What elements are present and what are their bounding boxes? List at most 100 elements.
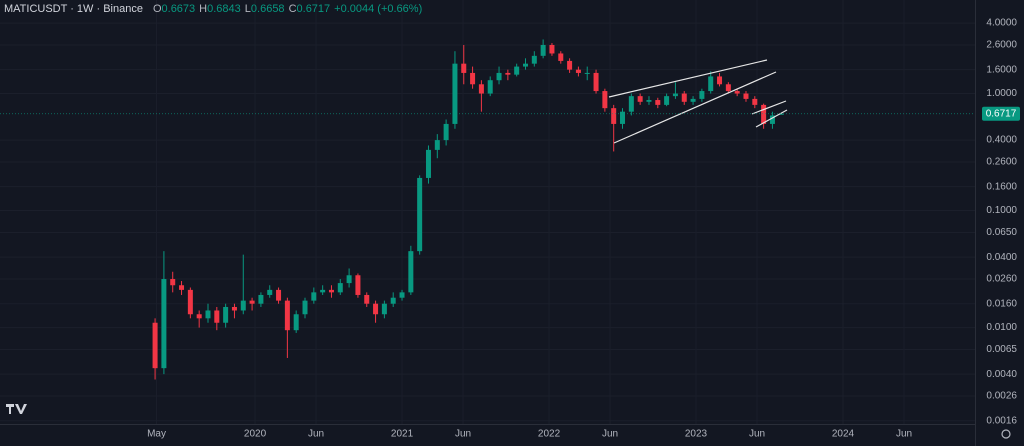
y-tick-label: 0.0040 [986, 369, 1017, 380]
candle-body [355, 275, 361, 295]
candle-body [346, 275, 352, 284]
x-tick-label: Jun [602, 429, 618, 440]
y-tick-label: 0.0400 [986, 252, 1017, 263]
candle-body [161, 279, 167, 369]
candle-body [408, 251, 414, 293]
candle-body [337, 283, 343, 293]
candle-body [187, 289, 193, 315]
candle-body [179, 285, 185, 290]
candle-body [381, 303, 387, 315]
candle-body [725, 84, 731, 92]
candle-body [496, 72, 502, 81]
y-tick-label: 2.6000 [986, 40, 1017, 51]
candle-body [267, 289, 273, 295]
candle-body [487, 80, 493, 94]
candle-body [681, 93, 687, 102]
y-tick-label: 0.2600 [986, 157, 1017, 168]
candle-body [417, 177, 423, 252]
legend-label: H [199, 3, 207, 15]
trend-line[interactable] [751, 100, 787, 115]
y-tick-label: 0.0100 [986, 322, 1017, 333]
tradingview-logo [6, 404, 27, 414]
legend-label: L [245, 3, 251, 15]
candle-body [717, 76, 723, 85]
legend-value: 0.6673 [162, 3, 196, 15]
y-tick-label: 0.0160 [986, 298, 1017, 309]
candle-body [664, 96, 670, 105]
candle-body [584, 72, 590, 74]
x-tick-label: Jun [455, 429, 471, 440]
candle-body [443, 123, 449, 141]
candle-body [434, 140, 440, 150]
candle-body [531, 55, 537, 64]
candle-body [514, 66, 520, 75]
candle-body [311, 292, 317, 301]
candle-body [152, 322, 158, 369]
candle-body [620, 111, 626, 124]
candles [152, 39, 784, 380]
candle-body [258, 294, 264, 304]
settings-button[interactable] [1001, 429, 1011, 439]
trend-line[interactable] [608, 59, 768, 98]
candle-body [752, 98, 758, 105]
y-tick-label: 0.4000 [986, 135, 1017, 146]
candle-body [567, 60, 573, 70]
y-tick-label: 1.0000 [986, 88, 1017, 99]
candle-body [540, 44, 546, 56]
candle-body [708, 76, 714, 92]
legend-value: 0.6658 [251, 3, 285, 15]
candle-body [223, 306, 229, 323]
x-tick-label: 2023 [685, 429, 708, 440]
candle-body [196, 314, 202, 319]
candle-body [214, 310, 220, 323]
candle-body [655, 100, 661, 105]
legend-value: 0.6717 [297, 3, 331, 15]
last-price-label: 0.6717 [986, 108, 1017, 119]
candle-body [522, 63, 528, 67]
candle-body [672, 93, 678, 97]
candle-body [240, 300, 246, 311]
candle-body [769, 115, 775, 124]
y-tick-label: 0.0650 [986, 227, 1017, 238]
candle-body [170, 279, 176, 286]
candle-body [276, 289, 282, 301]
candle-body [602, 91, 608, 109]
candle-body [284, 300, 290, 331]
legend: MATICUSDT · 1W · Binance O 0.6673 H 0.6843 L… [4, 3, 422, 15]
candle-body [611, 108, 617, 124]
candle-body [505, 72, 511, 75]
candle-body [628, 96, 634, 112]
trend-lines [608, 59, 788, 144]
y-tick-label: 0.0260 [986, 274, 1017, 285]
trend-line[interactable] [755, 109, 788, 128]
candle-body [328, 289, 334, 293]
y-tick-label: 0.1000 [986, 205, 1017, 216]
candle-body [470, 72, 476, 85]
candle-body [743, 93, 749, 99]
legend-change: +0.0044 (+0.66%) [334, 3, 422, 15]
x-tick-label: 2024 [832, 429, 855, 440]
candle-body [364, 294, 370, 304]
y-tick-label: 1.6000 [986, 64, 1017, 75]
candle-body [399, 292, 405, 298]
logo[interactable] [6, 404, 27, 414]
x-tick-label: 2021 [391, 429, 414, 440]
y-tick-label: 0.1600 [986, 181, 1017, 192]
x-tick-label: Jun [896, 429, 912, 440]
y-tick-label: 0.0016 [986, 415, 1017, 426]
candle-body [205, 310, 211, 319]
candle-body [575, 69, 581, 73]
candle-body [699, 91, 705, 99]
candle-body [558, 53, 564, 61]
legend-label: O [153, 3, 162, 15]
x-tick-label: Jun [308, 429, 324, 440]
candle-body [778, 113, 784, 115]
x-tick-label: Jun [749, 429, 765, 440]
candle-body [373, 303, 379, 315]
candle-body [478, 84, 484, 94]
trend-line[interactable] [613, 71, 777, 144]
x-tick-label: 2020 [244, 429, 267, 440]
x-tick-label: 2022 [538, 429, 561, 440]
symbol-title: MATICUSDT · 1W · Binance [4, 3, 143, 15]
